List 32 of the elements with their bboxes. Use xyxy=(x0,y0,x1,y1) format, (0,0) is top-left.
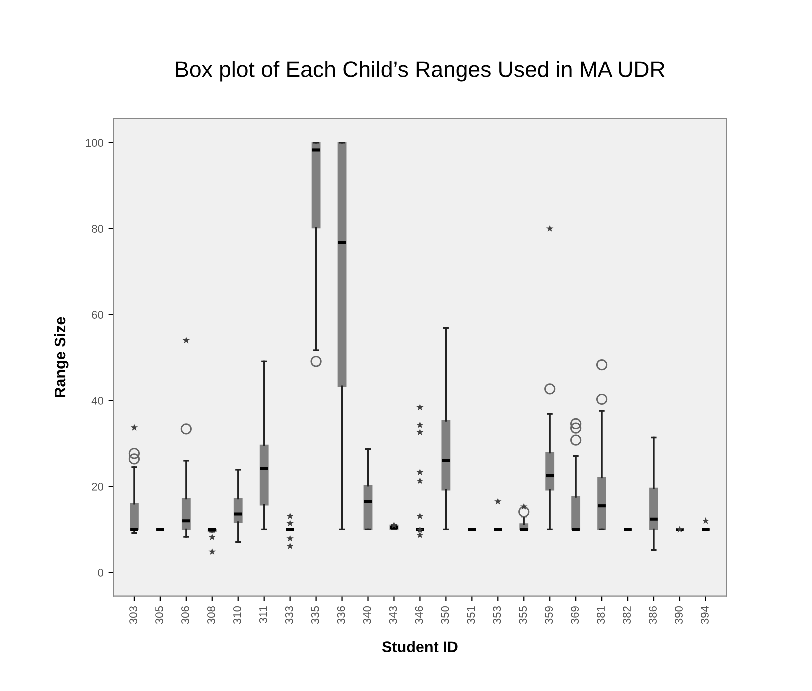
x-tick-label: 386 xyxy=(649,606,657,624)
x-tick-label: 394 xyxy=(701,606,709,624)
x-tick-label: 310 xyxy=(233,606,242,624)
y-tick-label: 20 xyxy=(92,483,104,491)
y-tick-label: 80 xyxy=(92,225,104,234)
x-tick-label: 355 xyxy=(519,606,528,624)
y-tick-label: 0 xyxy=(98,568,104,577)
chart-title: Box plot of Each Child’s Ranges Used in MA UDR xyxy=(176,61,665,82)
x-tick-label: 306 xyxy=(182,606,190,624)
y-axis-title: Range Size xyxy=(54,317,69,398)
x-tick-label: 353 xyxy=(493,606,502,624)
x-tick-label: 343 xyxy=(389,606,398,624)
x-tick-label: 350 xyxy=(441,606,450,624)
x-tick-label: 382 xyxy=(623,606,632,624)
x-axis-title: Student ID xyxy=(382,641,458,652)
x-tick-label: 333 xyxy=(285,606,294,624)
x-tick-label: 381 xyxy=(597,606,606,624)
x-tick-label: 303 xyxy=(130,606,138,624)
x-tick-label: 308 xyxy=(208,606,216,624)
x-tick-label: 369 xyxy=(571,606,580,624)
y-tick-label: 60 xyxy=(92,311,104,319)
y-tick-label: 100 xyxy=(86,139,104,148)
x-tick-label: 335 xyxy=(311,606,320,624)
x-tick-label: 340 xyxy=(363,606,372,624)
x-tick-label: 305 xyxy=(156,606,164,624)
x-tick-label: 346 xyxy=(415,606,424,624)
x-tick-label: 390 xyxy=(675,606,683,624)
x-tick-label: 351 xyxy=(467,606,476,624)
x-tick-label: 359 xyxy=(545,606,554,624)
x-tick-label: 311 xyxy=(259,606,268,624)
y-tick-label: 40 xyxy=(92,397,104,405)
x-tick-label: 336 xyxy=(337,606,346,624)
